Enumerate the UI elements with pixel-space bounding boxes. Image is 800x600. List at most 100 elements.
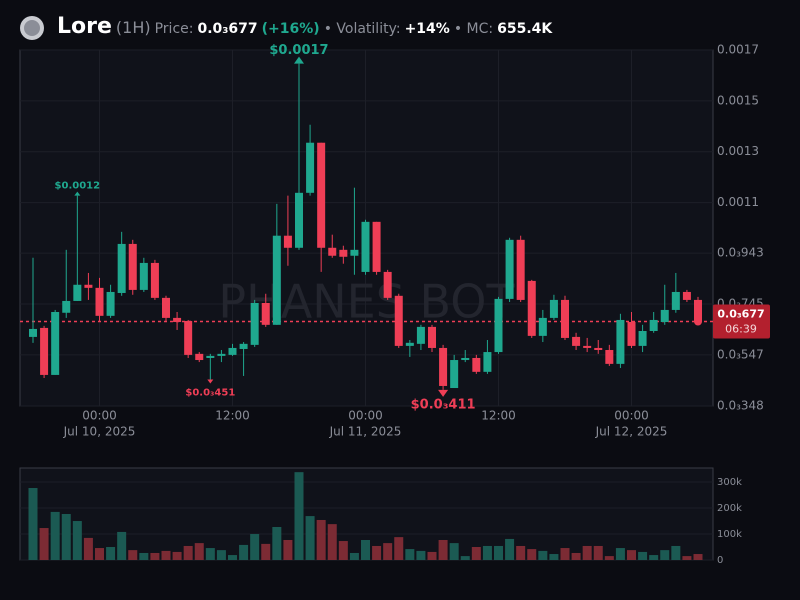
volatility-label: • Volatility:	[323, 21, 401, 37]
volume-bar	[560, 548, 570, 560]
candle-body	[682, 291, 691, 300]
volume-bar	[427, 551, 437, 560]
volume-bar	[582, 545, 592, 560]
y-tick-label: 100k	[717, 529, 742, 540]
volume-bar	[593, 545, 603, 560]
candle-body	[505, 239, 514, 299]
y-tick-label: 0.0₃547	[717, 347, 764, 361]
mc-label: • MC:	[453, 21, 494, 37]
candle-body	[62, 300, 71, 313]
candle-body	[516, 239, 525, 300]
volume-bar	[494, 545, 503, 560]
candle-body	[150, 262, 159, 298]
x-date-label: Jul 12, 2025	[595, 425, 668, 439]
y-tick-label: 0.0013	[717, 144, 759, 158]
candle-body	[694, 299, 702, 322]
volume-bar	[660, 550, 670, 560]
volume-bar	[72, 521, 82, 560]
volume-bar	[205, 548, 215, 560]
volume-bar	[106, 547, 116, 560]
candle-body	[272, 235, 281, 325]
volume-bar	[482, 545, 492, 560]
low-label: $0.0₃451	[185, 388, 235, 399]
volume-bar	[305, 516, 315, 560]
candle-body	[339, 249, 348, 257]
candle-body	[605, 350, 614, 364]
logo-inner	[24, 20, 40, 36]
candle-body	[372, 221, 381, 272]
candle-body	[527, 280, 536, 336]
volume-bar	[250, 534, 260, 560]
volume-bar	[538, 550, 548, 560]
candle-body	[616, 319, 625, 364]
volume-bar	[183, 545, 193, 560]
candle-body	[549, 299, 558, 318]
volume-bar	[150, 552, 160, 560]
volume-bar	[261, 543, 271, 560]
y-tick-label: 0.0₃943	[717, 246, 764, 260]
candle-body	[250, 303, 259, 345]
token: Lore	[57, 14, 112, 39]
volume-bar	[128, 550, 138, 560]
high-marker	[294, 56, 304, 64]
price: 0.0₃677	[197, 21, 258, 37]
volume-bar	[216, 550, 226, 560]
candle-body	[184, 320, 193, 355]
candle-body	[405, 342, 414, 346]
volume-bar	[638, 551, 648, 560]
candle-body	[472, 357, 481, 372]
volume-bar	[50, 511, 60, 560]
volume-bar	[83, 537, 93, 560]
volume-bar	[394, 537, 404, 560]
volume-bar	[438, 539, 448, 560]
candle-body	[317, 142, 326, 248]
candle-body	[583, 345, 592, 348]
change: (+16%)	[261, 21, 320, 37]
low-label: $0.0₃411	[411, 397, 476, 412]
interval: (1H)	[115, 18, 151, 37]
y-tick-label: 0.0015	[717, 93, 759, 107]
low-marker	[438, 389, 449, 397]
x-tick-label: 12:00	[215, 409, 250, 423]
x-tick-label: 12:00	[481, 409, 516, 423]
x-tick-label: 00:00	[82, 409, 117, 423]
candle-body	[306, 142, 315, 193]
volume-bar	[349, 552, 359, 560]
volume-bar	[228, 555, 237, 560]
candle-body	[461, 357, 470, 361]
volume-bar	[294, 472, 304, 560]
volume-bar	[516, 545, 526, 560]
volume-bar	[627, 550, 636, 560]
candle-body	[73, 284, 82, 301]
candle-body	[283, 235, 292, 248]
candle-body	[428, 326, 436, 348]
candle-body	[638, 330, 647, 346]
candle-body	[572, 336, 581, 346]
candle-body	[117, 243, 126, 293]
candle-body	[627, 322, 636, 346]
volume-bar	[505, 538, 515, 560]
volume-bar	[272, 526, 282, 560]
low-marker	[207, 379, 214, 384]
volume-bar	[604, 556, 614, 560]
candle-body	[239, 343, 248, 349]
volume-bar	[139, 552, 149, 560]
candle-body	[439, 347, 448, 386]
candle-body	[217, 353, 226, 356]
volume-bar	[39, 528, 49, 560]
y-tick-label: 0	[717, 555, 723, 566]
volume-bar	[416, 550, 426, 560]
candle-body	[95, 287, 104, 316]
volume-bar	[117, 531, 127, 560]
volume-bar	[327, 524, 337, 560]
price-label: Price:	[154, 21, 194, 37]
candle-body	[139, 262, 148, 290]
candle-body	[450, 360, 459, 389]
volume-bar	[527, 549, 537, 560]
high-label: $0.0017	[269, 43, 328, 58]
candle-body	[295, 192, 303, 248]
volume-bar	[172, 551, 182, 560]
mc: 655.4K	[497, 21, 553, 37]
volume-bar	[361, 539, 370, 560]
candle-body	[128, 243, 137, 290]
